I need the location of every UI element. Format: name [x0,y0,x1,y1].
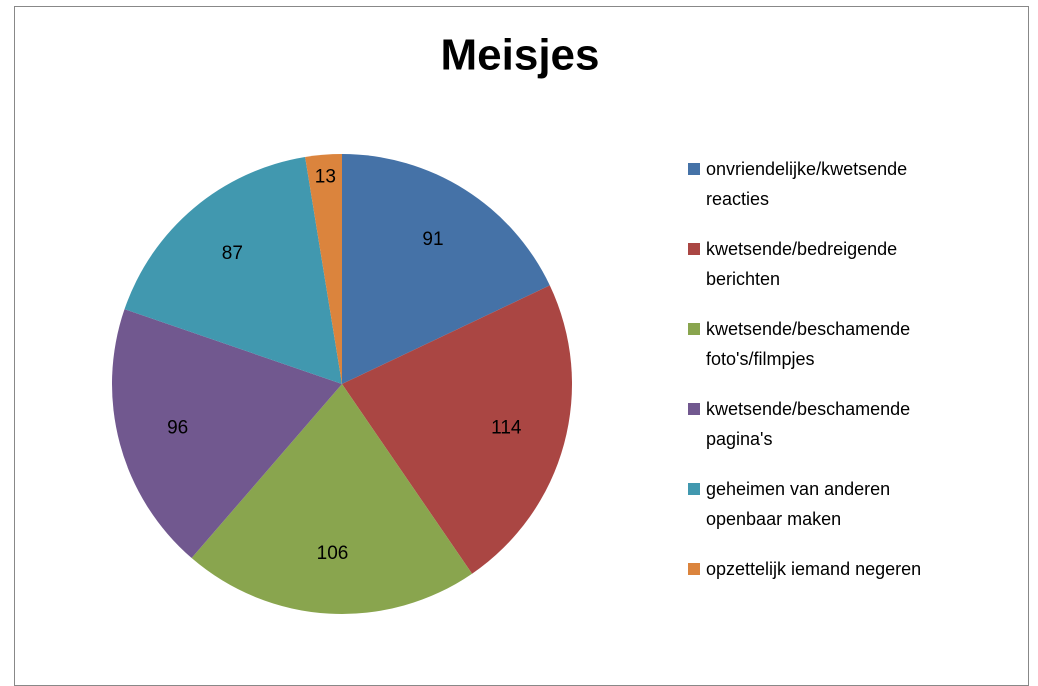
data-label: 91 [422,229,443,250]
data-label: 114 [491,417,522,438]
legend-item: kwetsende/beschamende pagina's [688,394,956,454]
legend-item: onvriendelijke/kwetsende reacties [688,154,956,214]
pie-slice [342,154,550,384]
legend-swatch [688,243,700,255]
pie-slice [191,384,473,615]
legend-item: geheimen van anderen openbaar maken [688,474,956,534]
legend-swatch [688,563,700,575]
pie-slice [111,309,342,559]
legend-label: kwetsende/beschamende pagina's [706,399,911,449]
legend-label: opzettelijk iemand negeren [706,559,922,579]
legend-item: kwetsende/bedreigende berichten [688,234,956,294]
data-label: 96 [167,417,188,438]
legend-swatch [688,483,700,495]
legend-swatch [688,403,700,415]
legend-label: onvriendelijke/kwetsende reacties [706,159,908,209]
data-label: 13 [315,167,336,188]
pie-slice [124,156,342,384]
legend-label: geheimen van anderen openbaar maken [706,479,891,529]
data-label: 106 [317,543,349,564]
data-label: 87 [222,243,243,264]
legend-swatch [688,163,700,175]
legend-item: opzettelijk iemand negeren [688,554,956,584]
legend-item: kwetsende/beschamende foto's/filmpjes [688,314,956,374]
pie-slice [305,154,342,384]
chart-title: Meisjes [441,31,600,80]
legend-label: kwetsende/bedreigende berichten [706,239,898,289]
legend-swatch [688,323,700,335]
legend-label: kwetsende/beschamende foto's/filmpjes [706,319,911,369]
pie-slice [342,285,573,574]
